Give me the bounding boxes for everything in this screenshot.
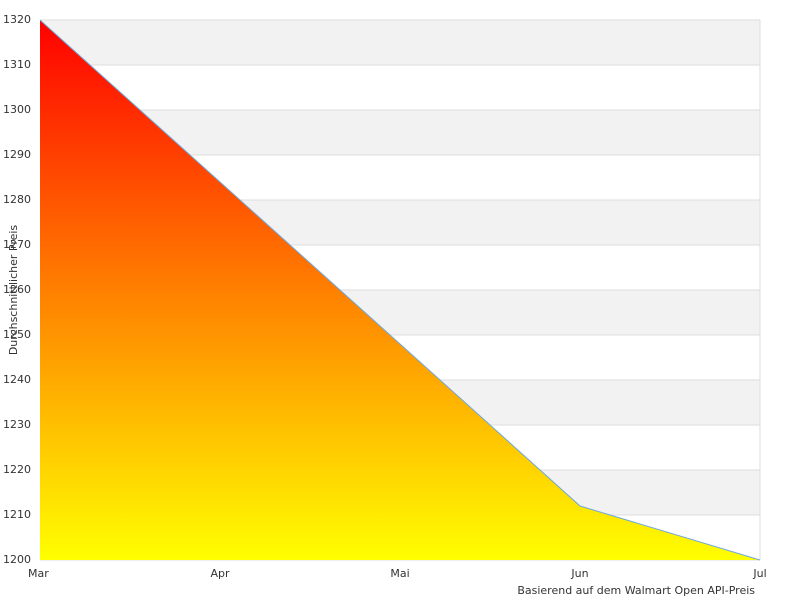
y-tick-label: 1270 [3, 238, 31, 251]
x-tick-label: Jun [570, 567, 588, 580]
x-tick-label: Mai [390, 567, 409, 580]
y-tick-label: 1300 [3, 103, 31, 116]
band [40, 20, 760, 65]
y-axis-label: Durchschnittlicher Preis [7, 225, 20, 356]
x-tick-label: Apr [210, 567, 230, 580]
y-tick-label: 1290 [3, 148, 31, 161]
y-tick-label: 1310 [3, 58, 31, 71]
area [40, 20, 760, 560]
y-tick-label: 1230 [3, 418, 31, 431]
footnote: Basierend auf dem Walmart Open API-Preis [517, 584, 755, 597]
y-tick-label: 1210 [3, 508, 31, 521]
y-tick-label: 1260 [3, 283, 31, 296]
y-tick-label: 1280 [3, 193, 31, 206]
y-tick-label: 1250 [3, 328, 31, 341]
y-tick-label: 1320 [3, 13, 31, 26]
line [39, 19, 761, 561]
x-tick-label: Mar [28, 567, 49, 580]
y-tick-label: 1240 [3, 373, 31, 386]
x-tick-label: Jul [752, 567, 766, 580]
y-tick-label: 1220 [3, 463, 31, 476]
y-tick-label: 1200 [3, 553, 31, 566]
